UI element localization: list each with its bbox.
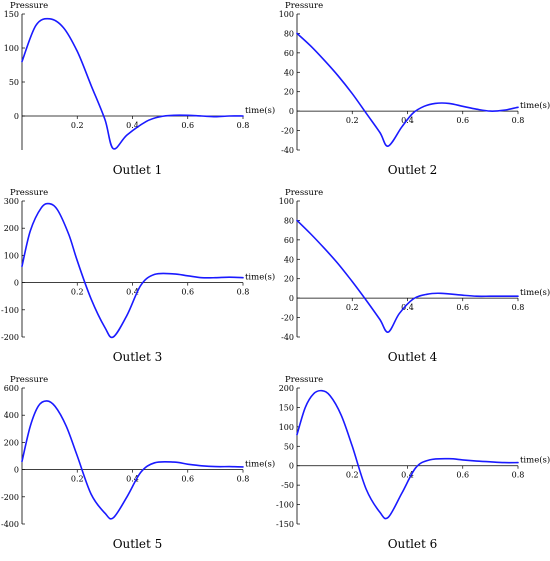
- chart-panel-outlet-2: -40 -20 0 20 40 60 80 100 0.2 0.4 0.6 0.8 Pressure ti…: [275, 0, 550, 187]
- x-tick-label: 0.2: [346, 471, 359, 480]
- y-tick-label: 0: [289, 462, 294, 471]
- y-tick-label: 40: [284, 68, 294, 77]
- x-tick-label: 0.2: [71, 475, 84, 484]
- x-tick-label: 0.6: [181, 121, 194, 130]
- y-tick-label: 200: [4, 438, 19, 447]
- x-tick-label: 0.6: [181, 288, 194, 297]
- chart-svg: -40 -20 0 20 40 60 80 100 0.2 0.4 0.6 0.8 Pressure ti…: [279, 188, 550, 342]
- y-tick-label: 0: [289, 294, 294, 303]
- y-tick-label: 100: [279, 423, 294, 432]
- y-tick-label: 0: [14, 112, 19, 121]
- y-tick-label: 150: [4, 10, 19, 19]
- y-tick-label: 50: [284, 442, 294, 451]
- y-axis-title: Pressure: [10, 375, 48, 385]
- chart-svg: 0 50 100 150 0.2 0.4 0.6 0.8 Pressure time(s): [4, 1, 275, 150]
- chart-svg: -400 -200 0 200 400 600 0.2 0.4 0.6 0.8 Pressure ti…: [1, 375, 275, 529]
- pressure-curve: [21, 400, 244, 520]
- y-tick-label: 80: [284, 216, 294, 225]
- chart-caption: Outlet 6: [387, 537, 438, 551]
- chart-panel-outlet-5: -400 -200 0 200 400 600 0.2 0.4 0.6 0.8 Pressure ti…: [0, 374, 275, 561]
- chart-caption: Outlet 5: [112, 537, 163, 551]
- y-tick-label: 300: [4, 197, 19, 206]
- x-tick-label: 0.6: [456, 471, 469, 480]
- y-tick-label: 400: [4, 411, 19, 420]
- x-tick-label: 0.8: [512, 471, 525, 480]
- x-tick-label: 0.4: [126, 121, 139, 130]
- x-tick-label: 0.6: [456, 303, 469, 312]
- y-tick-label: -50: [281, 481, 294, 490]
- y-tick-label: -200: [1, 493, 19, 502]
- x-tick-label: 0.4: [401, 471, 414, 480]
- pressure-curve: [296, 32, 519, 147]
- x-tick-label: 0.6: [456, 116, 469, 125]
- x-tick-label: 0.4: [126, 475, 139, 484]
- y-tick-label: -40: [281, 146, 294, 155]
- y-tick-label: -20: [281, 314, 294, 323]
- y-tick-label: 50: [9, 78, 19, 87]
- x-axis-title: time(s): [520, 287, 550, 298]
- chart-caption: Outlet 1: [112, 163, 163, 177]
- y-axis-title: Pressure: [285, 375, 323, 385]
- chart-caption: Outlet 2: [387, 163, 438, 177]
- x-tick-label: 0.6: [181, 475, 194, 484]
- x-tick-label: 0.8: [237, 475, 250, 484]
- y-tick-label: 100: [279, 10, 294, 19]
- x-tick-label: 0.4: [401, 303, 414, 312]
- y-tick-label: 200: [279, 384, 294, 393]
- pressure-curve: [296, 389, 519, 520]
- y-tick-label: 100: [4, 251, 19, 260]
- x-tick-label: 0.2: [71, 288, 84, 297]
- pressure-curve: [21, 202, 244, 339]
- x-tick-label: 0.2: [346, 116, 359, 125]
- x-tick-label: 0.2: [346, 303, 359, 312]
- pressure-curve: [21, 17, 244, 150]
- x-tick-label: 0.2: [71, 121, 84, 130]
- y-tick-label: -200: [1, 333, 19, 342]
- y-tick-label: 60: [284, 49, 294, 58]
- x-axis-title: time(s): [245, 272, 275, 283]
- x-tick-label: 0.8: [512, 303, 525, 312]
- x-axis-title: time(s): [245, 105, 275, 116]
- y-tick-label: 150: [279, 403, 294, 412]
- y-axis-title: Pressure: [10, 1, 48, 11]
- x-tick-label: 0.8: [512, 116, 525, 125]
- x-axis-title: time(s): [245, 459, 275, 470]
- y-tick-label: 100: [279, 197, 294, 206]
- y-tick-label: -40: [281, 333, 294, 342]
- chart-caption: Outlet 3: [112, 350, 163, 364]
- y-tick-label: 0: [289, 107, 294, 116]
- y-tick-label: -20: [281, 127, 294, 136]
- chart-panel-outlet-3: -200 -100 0 100 200 300 0.2 0.4 0.6 0.8 Pressure ti…: [0, 187, 275, 374]
- y-tick-label: 600: [4, 384, 19, 393]
- y-axis-title: Pressure: [285, 188, 323, 198]
- x-axis-title: time(s): [520, 455, 550, 466]
- y-axis-title: Pressure: [10, 188, 48, 198]
- y-tick-label: -100: [276, 501, 294, 510]
- x-tick-label: 0.4: [126, 288, 139, 297]
- y-tick-label: 20: [284, 275, 294, 284]
- y-tick-label: 80: [284, 29, 294, 38]
- y-tick-label: -400: [1, 520, 19, 529]
- y-tick-label: 100: [4, 44, 19, 53]
- y-tick-label: 0: [14, 279, 19, 288]
- y-tick-label: -150: [276, 520, 294, 529]
- y-tick-label: 40: [284, 255, 294, 264]
- chart-panel-outlet-4: -40 -20 0 20 40 60 80 100 0.2 0.4 0.6 0.8 Pressure ti…: [275, 187, 550, 374]
- chart-svg: -150 -100 -50 0 50 100 150 200 0.2 0.4 0.6 0.8 Press…: [276, 375, 550, 529]
- pressure-curve: [296, 219, 519, 333]
- x-tick-label: 0.8: [237, 288, 250, 297]
- chart-panel-outlet-6: -150 -100 -50 0 50 100 150 200 0.2 0.4 0.6 0.8 Press…: [275, 374, 550, 561]
- y-tick-label: -100: [1, 306, 19, 315]
- y-tick-label: 200: [4, 224, 19, 233]
- y-axis-title: Pressure: [285, 1, 323, 11]
- chart-svg: -200 -100 0 100 200 300 0.2 0.4 0.6 0.8 Pressure ti…: [1, 188, 275, 342]
- x-axis-title: time(s): [520, 100, 550, 111]
- chart-panel-outlet-1: 0 50 100 150 0.2 0.4 0.6 0.8 Pressure time(s) Outl…: [0, 0, 276, 187]
- x-tick-label: 0.8: [237, 121, 250, 130]
- y-tick-label: 0: [14, 466, 19, 475]
- y-tick-label: 20: [284, 88, 294, 97]
- y-tick-label: 60: [284, 236, 294, 245]
- chart-caption: Outlet 4: [387, 350, 438, 364]
